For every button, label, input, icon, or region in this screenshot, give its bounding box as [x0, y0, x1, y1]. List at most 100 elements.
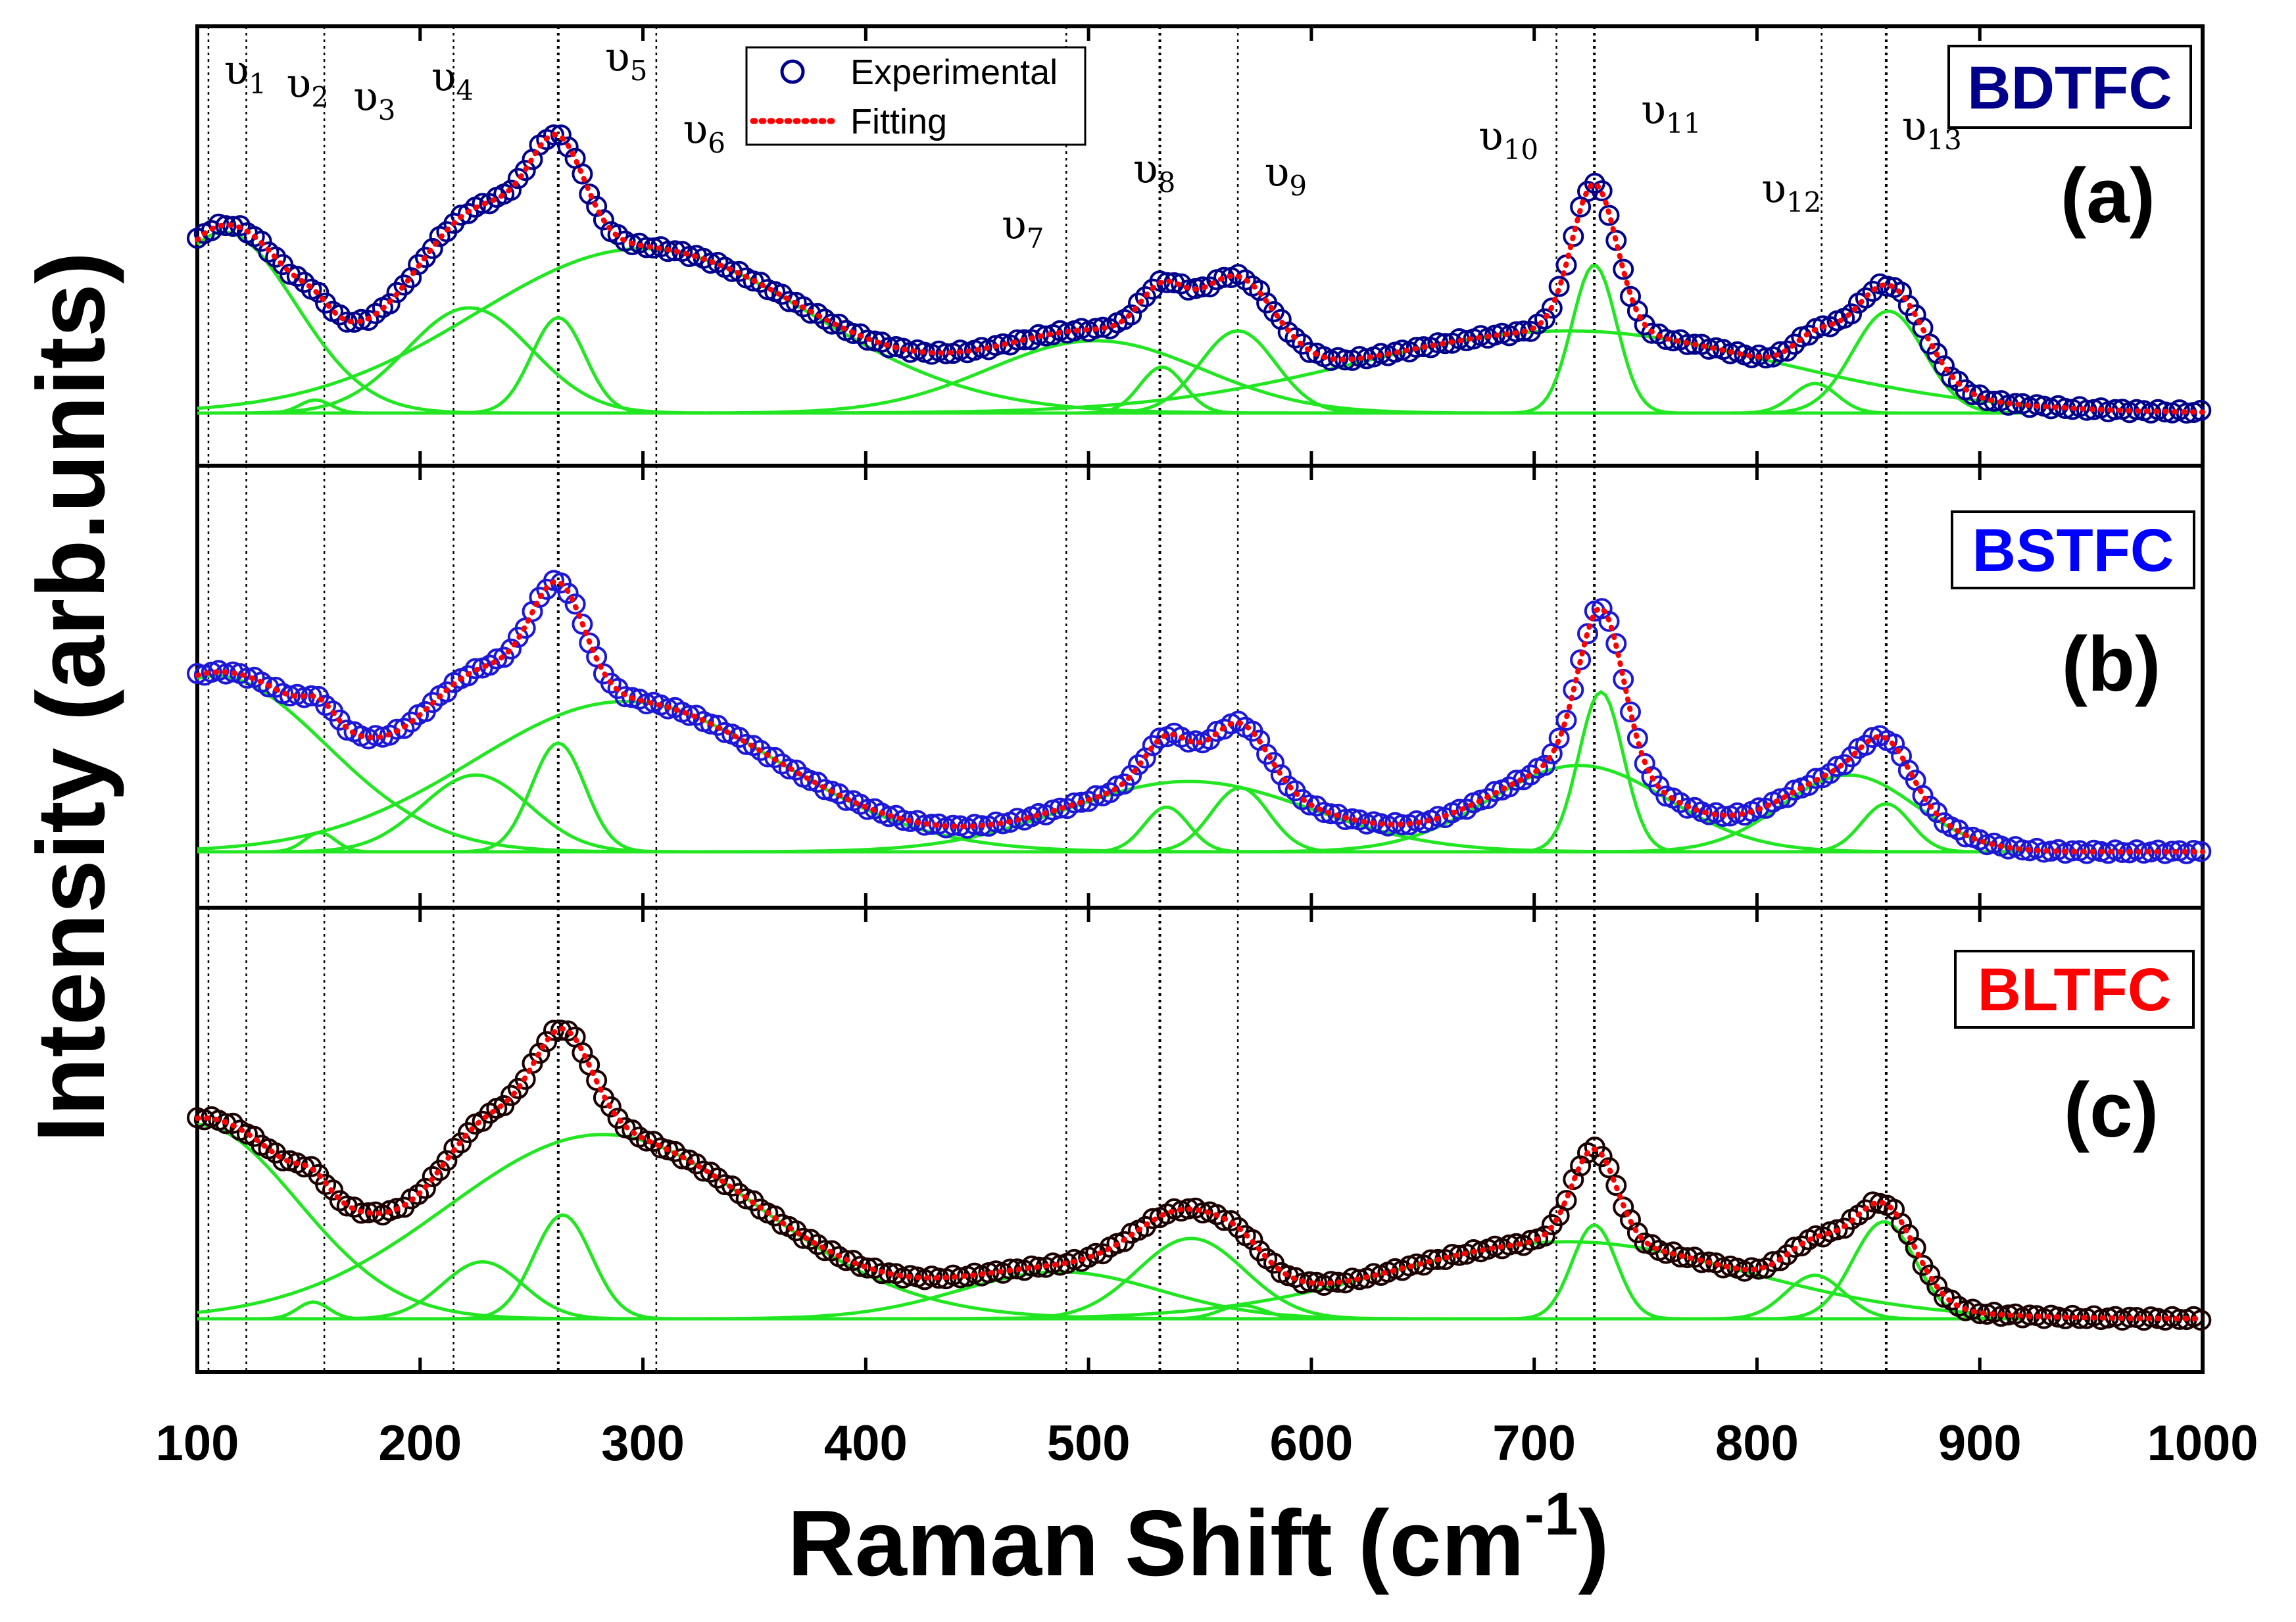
experimental-point	[557, 1020, 579, 1042]
legend-fitting-label: Fitting	[850, 102, 947, 141]
fit-component	[197, 802, 2024, 854]
mode-label-subscript: 2	[311, 81, 329, 113]
mode-label-subscript: 11	[1666, 107, 1701, 139]
experimental-point	[365, 303, 386, 324]
experimental-point	[1128, 754, 1149, 775]
experimental-point	[1263, 752, 1284, 774]
experimental-point	[921, 814, 942, 835]
experimental-point	[1862, 280, 1884, 302]
experimental-point	[479, 193, 501, 214]
experimental-point	[1841, 303, 1863, 325]
experimental-point	[2105, 399, 2126, 420]
fit-component	[197, 329, 2024, 415]
experimental-point	[414, 1177, 436, 1199]
x-tick-label: 400	[824, 1415, 908, 1471]
experimental-point	[1548, 727, 1570, 749]
mode-label-subscript: 13	[1926, 124, 1961, 156]
x-tick-label: 200	[378, 1415, 462, 1471]
mode-label-subscript: 8	[1158, 166, 1176, 199]
experimental-point	[422, 1166, 443, 1187]
experimental-point	[1891, 1213, 1912, 1235]
experimental-point	[1520, 764, 1542, 786]
experimental-point	[828, 313, 850, 335]
mode-label: υ3	[353, 72, 395, 126]
experimental-point	[336, 311, 358, 333]
experimental-point	[1249, 280, 1271, 301]
experimental-point	[1534, 1225, 1555, 1247]
panel-a-frame	[195, 24, 2205, 468]
mode-label-subscript: 9	[1289, 170, 1307, 202]
experimental-point	[1919, 1264, 1941, 1286]
experimental-point	[1313, 802, 1334, 823]
experimental-point	[2069, 1308, 2090, 1329]
experimental-point	[215, 215, 237, 237]
experimental-point	[1698, 338, 1720, 360]
experimental-point	[1448, 1244, 1470, 1266]
experimental-point	[1213, 266, 1235, 288]
experimental-point	[764, 747, 786, 768]
experimental-point	[579, 184, 600, 205]
experimental-point	[1405, 1253, 1427, 1275]
fit-components	[196, 230, 2025, 1321]
experimental-point	[1876, 276, 1898, 297]
experimental-point	[1192, 1202, 1213, 1224]
experimental-point	[529, 1043, 550, 1064]
experimental-point	[543, 124, 564, 146]
mode-label-symbol: υ	[683, 105, 708, 153]
experimental-point	[422, 237, 443, 259]
experimental-point	[393, 274, 415, 296]
experimental-point	[557, 583, 579, 604]
experimental-point	[1805, 768, 1826, 789]
experimental-point	[286, 266, 308, 287]
sample-label-c: BLTFC	[1954, 950, 2195, 1029]
experimental-point	[458, 203, 479, 224]
mode-label: υ11	[1641, 86, 1701, 139]
mode-label: υ10	[1478, 112, 1538, 166]
mode-label-subscript: 7	[1027, 222, 1044, 255]
experimental-point	[1121, 304, 1142, 326]
experimental-point	[935, 343, 957, 364]
experimental-point	[408, 254, 429, 276]
panel-letter-b: (b)	[2062, 621, 2161, 708]
experimental-point	[1591, 1146, 1613, 1167]
experimental-point	[814, 1240, 835, 1262]
experimental-point	[272, 1150, 294, 1171]
legend-experimental-marker	[780, 59, 805, 84]
x-axis-title-close: )	[1578, 1491, 1609, 1596]
experimental-point	[1284, 327, 1306, 349]
experimental-point	[564, 593, 586, 615]
experimental-point	[1242, 1229, 1263, 1250]
fitting-curves	[195, 132, 2205, 1321]
experimental-point	[308, 282, 330, 303]
experimental-point	[557, 136, 579, 158]
experimental-point	[1613, 258, 1634, 280]
experimental-point	[607, 224, 629, 245]
mode-label: υ1	[224, 46, 266, 100]
experimental-point	[1220, 1210, 1242, 1231]
experimental-point	[2190, 1310, 2212, 1331]
y-axis-title: Intensity (arb.units)	[17, 252, 124, 1143]
mode-label-subscript: 4	[456, 74, 474, 107]
experimental-point	[1962, 384, 1984, 405]
experimental-point	[1598, 1157, 1620, 1179]
experimental-point	[501, 1085, 522, 1106]
mode-label: υ9	[1265, 148, 1307, 202]
experimental-point	[1934, 355, 1955, 377]
experimental-point	[379, 293, 401, 314]
mode-label-symbol: υ	[1761, 164, 1786, 212]
experimental-point	[1049, 797, 1071, 819]
panel-c-frame	[195, 906, 2205, 1374]
fit-component	[197, 689, 2024, 854]
panel-letter-a: (a)	[2061, 153, 2155, 239]
mode-label: υ5	[605, 33, 647, 87]
legend-box	[745, 46, 1087, 146]
sample-label-b-box	[1951, 510, 2195, 589]
experimental-point	[857, 1257, 878, 1279]
experimental-point	[1598, 205, 1620, 226]
experimental-point	[1534, 754, 1555, 776]
x-tick-label: 600	[1269, 1415, 1353, 1471]
x-tick-label: 1000	[2147, 1415, 2258, 1471]
experimental-point	[1626, 727, 1648, 749]
